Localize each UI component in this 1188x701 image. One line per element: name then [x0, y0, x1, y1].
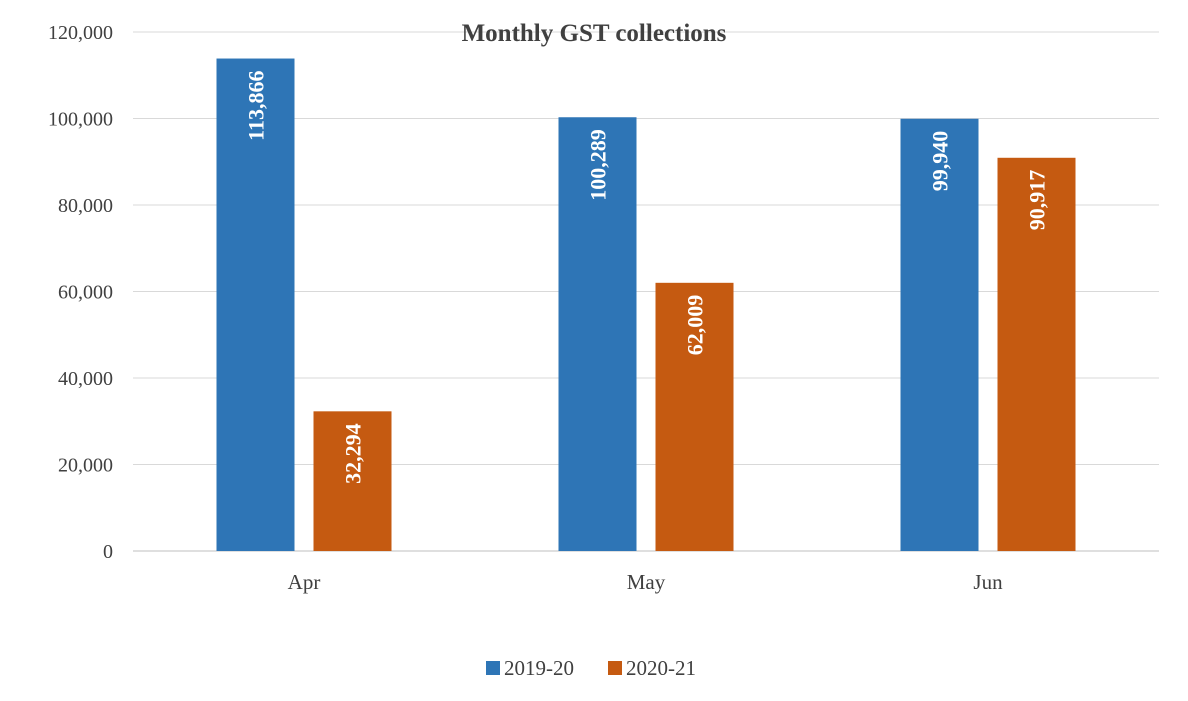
x-axis-categories: Apr May Jun [288, 570, 1003, 594]
y-tick-label: 120,000 [48, 22, 113, 44]
x-category-label: Apr [288, 570, 321, 594]
x-category-label: Jun [973, 570, 1003, 594]
y-tick-label: 60,000 [58, 282, 113, 304]
legend-label: 2020-21 [626, 656, 696, 680]
gridlines [133, 31, 1159, 552]
y-axis-ticks: 0 20,000 40,000 60,000 80,000 100,000 120,000 [48, 22, 113, 563]
y-tick-label: 20,000 [58, 455, 113, 477]
y-tick-label: 80,000 [58, 195, 113, 217]
data-label: 32,294 [341, 423, 366, 484]
y-tick-label: 0 [103, 541, 113, 563]
chart-title: Monthly GST collections [462, 20, 727, 47]
bars [216, 58, 1076, 552]
data-label: 100,289 [586, 129, 611, 201]
data-label: 113,866 [244, 71, 269, 141]
legend-label: 2019-20 [504, 656, 574, 680]
data-labels: 113,866 32,294 100,289 62,009 99,940 90,917 [244, 71, 1050, 484]
y-tick-label: 40,000 [58, 368, 113, 390]
bar-2019-20-Apr [216, 58, 295, 552]
legend-swatch [608, 661, 622, 675]
bar-2020-21-Apr [313, 411, 392, 551]
data-label: 62,009 [683, 295, 708, 356]
bar-2019-20-Jun [900, 118, 979, 552]
bar-2020-21-Jun [997, 157, 1076, 551]
legend-swatch [486, 661, 500, 675]
bar-2019-20-May [558, 117, 637, 552]
data-label: 90,917 [1025, 170, 1050, 231]
x-category-label: May [627, 570, 666, 594]
y-tick-label: 100,000 [48, 109, 113, 131]
legend: 2019-20 2020-21 [486, 656, 696, 680]
data-label: 99,940 [928, 131, 953, 192]
bar-2020-21-May [655, 282, 734, 551]
